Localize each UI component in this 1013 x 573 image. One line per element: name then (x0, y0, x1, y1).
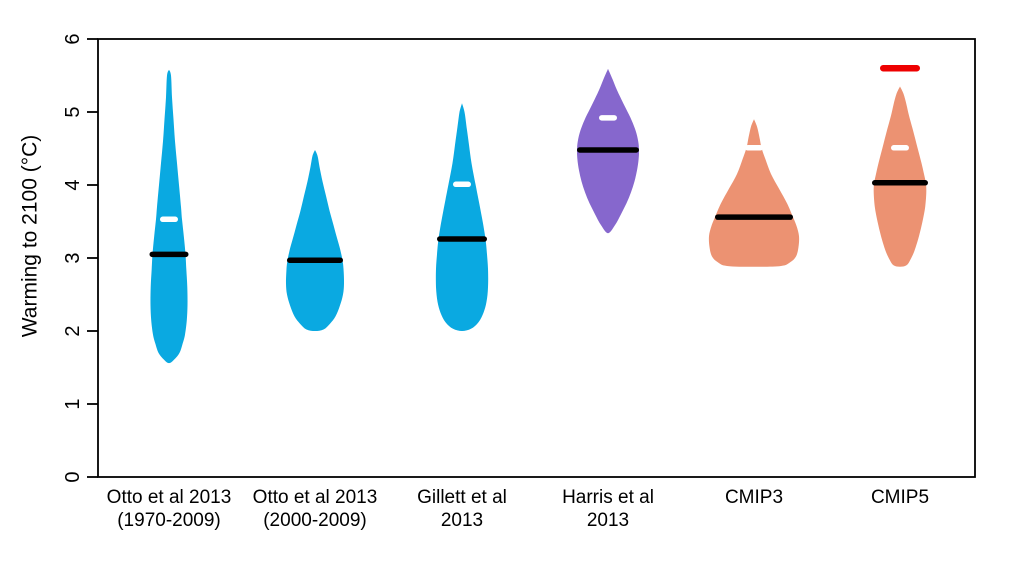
y-tick-label-4: 4 (62, 179, 84, 190)
mean-dash-gillett-2013 (453, 181, 471, 188)
x-axis-label-line: Otto et al 2013 (107, 487, 232, 508)
x-axis-label-gillett-2013: Gillett et al 2013 (417, 487, 507, 531)
x-axis-label-otto-2000-2009: Otto et al 2013 (2000-2009) (253, 487, 378, 531)
x-axis-label-line: (2000-2009) (263, 510, 367, 531)
x-axis-label-harris-2013: Harris et al 2013 (562, 487, 654, 531)
y-tick-label-6: 6 (62, 33, 84, 44)
violin-gillett-2013 (435, 103, 489, 331)
y-tick-label-3: 3 (62, 252, 84, 263)
violin-otto-1970-2009 (150, 69, 188, 364)
x-axis-label-line: CMIP3 (725, 487, 783, 508)
x-axis-label-cmip3: CMIP3 (725, 487, 783, 508)
y-axis-title: Warming to 2100 (°C) (19, 135, 42, 338)
y-tick-label-1: 1 (62, 398, 84, 409)
x-axis-label-cmip5: CMIP5 (871, 487, 929, 508)
x-axis-label-line: CMIP5 (871, 487, 929, 508)
y-tick-label-5: 5 (62, 106, 84, 117)
mean-dash-cmip5 (891, 145, 909, 151)
x-axis-label-line: Gillett et al (417, 487, 507, 508)
mean-dash-otto-1970-2009 (160, 216, 178, 223)
x-axis-label-line: Otto et al 2013 (253, 487, 378, 508)
y-tick-label-2: 2 (62, 325, 84, 336)
x-axis-label-line: (1970-2009) (117, 510, 221, 531)
violin-otto-2000-2009 (285, 150, 345, 331)
violin-cmip5 (873, 86, 927, 267)
violin-cmip3 (708, 119, 800, 267)
cmip5-red-bar (880, 64, 920, 72)
plot-box (97, 38, 976, 478)
x-axis-label-line: 2013 (587, 510, 629, 531)
mean-dash-harris-2013 (599, 115, 617, 121)
mean-dash-cmip3 (745, 145, 763, 151)
x-axis-label-line: Harris et al (562, 487, 654, 508)
x-axis-label-line: 2013 (441, 510, 483, 531)
y-tick-label-0: 0 (62, 471, 84, 482)
x-axis-label-otto-1970-2009: Otto et al 2013 (1970-2009) (107, 487, 232, 531)
